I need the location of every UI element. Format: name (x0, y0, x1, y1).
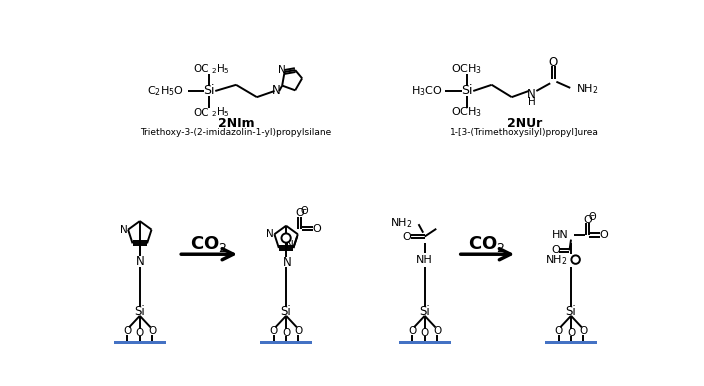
Text: NH$_2$: NH$_2$ (546, 253, 568, 266)
Text: O: O (294, 326, 303, 336)
Text: HN: HN (552, 230, 569, 240)
Text: Support: Support (548, 344, 593, 354)
Text: O: O (420, 328, 429, 338)
Text: +: + (282, 233, 290, 243)
Text: O: O (282, 328, 290, 338)
FancyBboxPatch shape (260, 341, 313, 357)
Text: OCH$_3$: OCH$_3$ (451, 106, 483, 119)
Text: NH: NH (416, 255, 433, 265)
Text: H$_3$CO: H$_3$CO (411, 84, 442, 98)
Text: O: O (148, 326, 156, 336)
Text: N: N (266, 229, 274, 239)
Text: Si: Si (134, 305, 145, 318)
Text: Support: Support (264, 344, 308, 354)
Text: Support: Support (118, 344, 162, 354)
Text: +: + (572, 255, 579, 265)
Text: 1-[3-(Trimethoxysilyl)propyl]urea: 1-[3-(Trimethoxysilyl)propyl]urea (451, 128, 599, 137)
Text: O: O (551, 245, 560, 256)
Text: O: O (579, 326, 587, 336)
Text: CO$_2$: CO$_2$ (190, 234, 228, 254)
Text: O: O (408, 326, 417, 336)
Text: Si: Si (461, 85, 473, 98)
Text: N: N (135, 255, 144, 267)
Text: O: O (599, 230, 608, 240)
Text: OCH$_3$: OCH$_3$ (451, 63, 483, 76)
Text: O: O (403, 232, 411, 242)
Text: O: O (270, 326, 278, 336)
Text: $_2$H$_5$: $_2$H$_5$ (210, 63, 230, 76)
Text: $_2$H$_5$: $_2$H$_5$ (210, 106, 230, 119)
Text: H: H (528, 97, 536, 107)
Text: Si: Si (420, 305, 430, 318)
Text: N: N (277, 65, 285, 75)
Text: 2NUr: 2NUr (507, 117, 543, 130)
FancyBboxPatch shape (398, 341, 451, 357)
Text: Triethoxy-3-(2-imidazolin-1-yl)propylsilane: Triethoxy-3-(2-imidazolin-1-yl)propylsil… (140, 128, 332, 137)
Text: Si: Si (203, 85, 215, 98)
FancyBboxPatch shape (545, 341, 597, 357)
Text: CO$_2$: CO$_2$ (468, 234, 505, 254)
Text: O: O (123, 326, 132, 336)
Text: O: O (584, 215, 592, 225)
Text: O: O (433, 326, 441, 336)
Circle shape (572, 256, 580, 264)
Text: Θ: Θ (301, 206, 308, 216)
Text: OC: OC (194, 64, 209, 74)
Text: C$_2$H$_5$O: C$_2$H$_5$O (148, 84, 184, 98)
Text: NH$_2$: NH$_2$ (577, 83, 599, 96)
Text: Si: Si (565, 305, 577, 318)
Text: N: N (283, 256, 292, 269)
Text: O: O (548, 56, 558, 69)
Text: O: O (136, 328, 144, 338)
Text: O: O (312, 224, 321, 234)
Text: Θ: Θ (589, 212, 596, 222)
Text: 2NIm: 2NIm (218, 117, 254, 130)
Text: Si: Si (281, 305, 291, 318)
Circle shape (282, 234, 291, 243)
Text: N: N (287, 240, 294, 250)
Text: O: O (567, 328, 575, 338)
Text: O: O (555, 326, 562, 336)
Text: NH$_2$: NH$_2$ (390, 216, 413, 230)
FancyBboxPatch shape (113, 341, 166, 357)
Text: Support: Support (403, 344, 447, 354)
Text: N: N (272, 85, 280, 98)
Text: OC: OC (194, 108, 209, 118)
Text: N: N (527, 88, 536, 101)
Text: O: O (295, 208, 304, 218)
Text: N: N (120, 225, 127, 235)
